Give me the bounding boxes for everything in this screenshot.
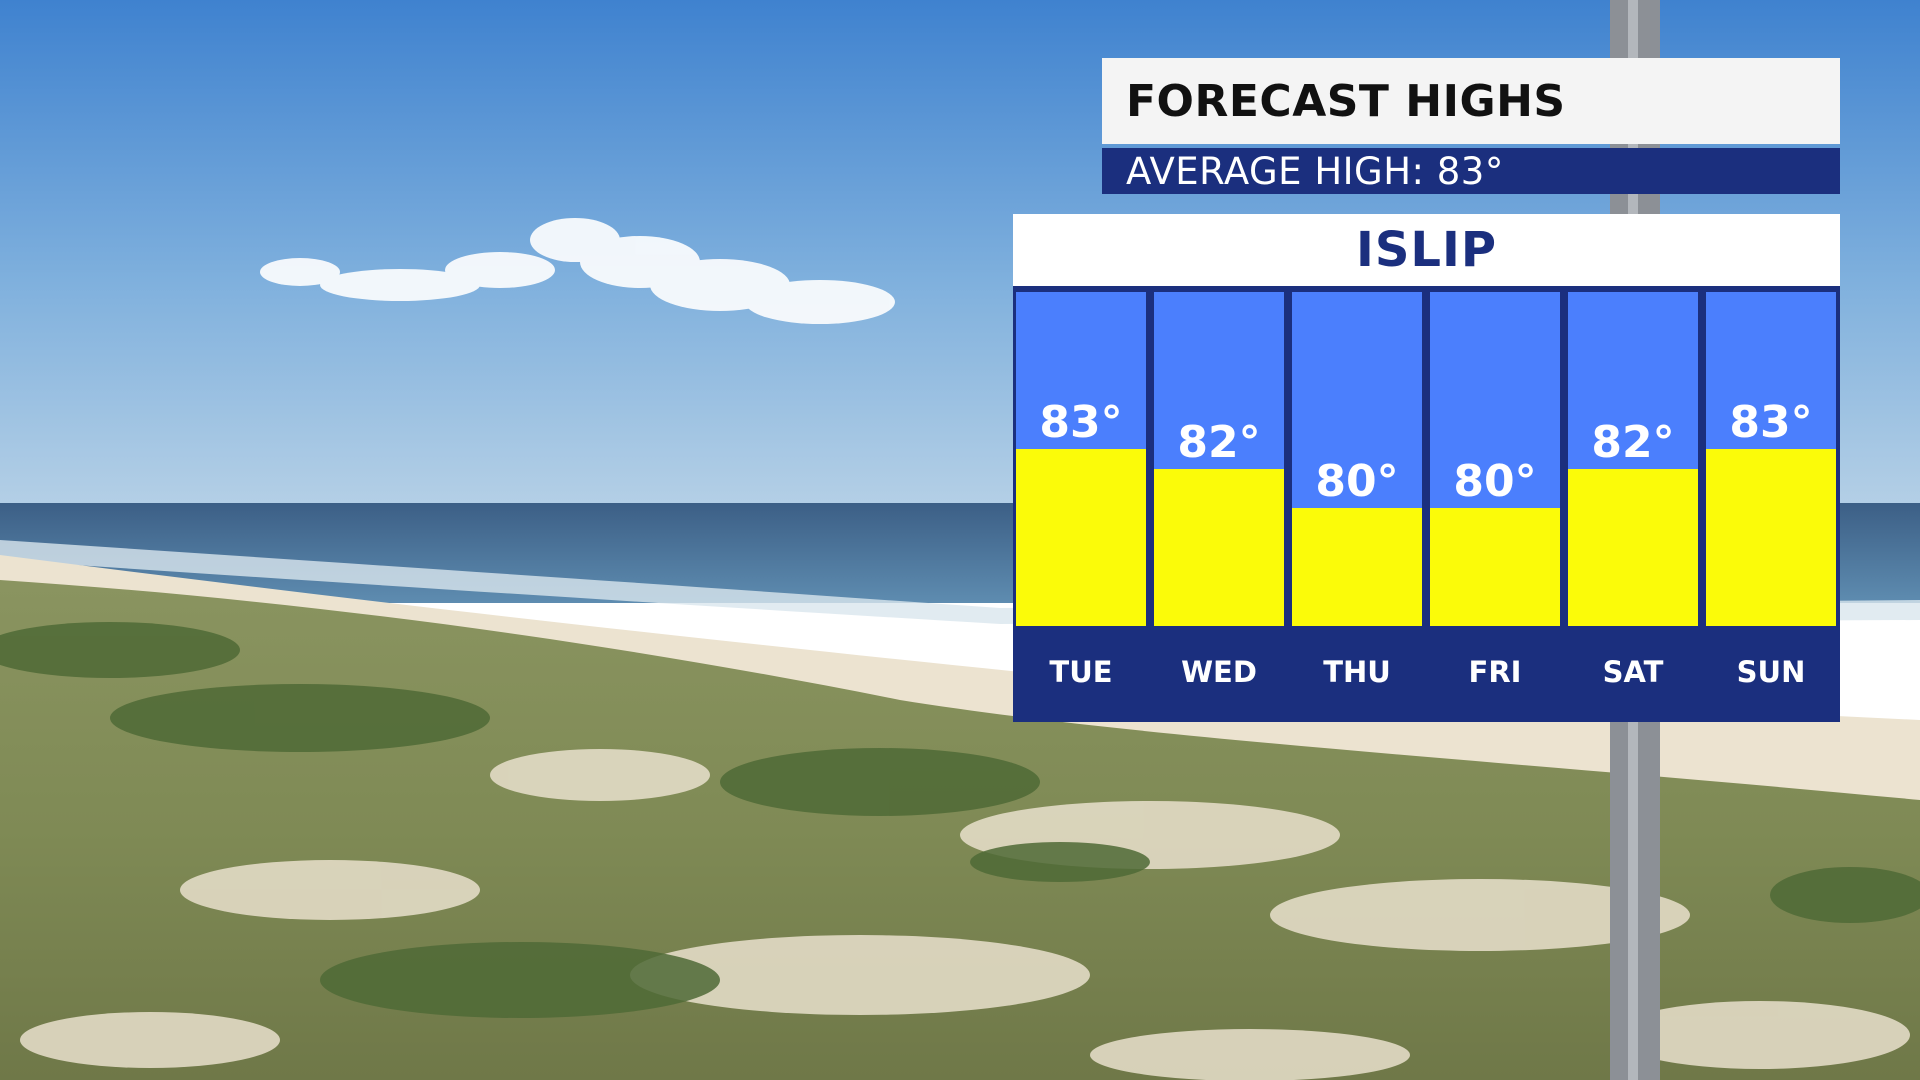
temperature-bar [1292, 508, 1422, 626]
temperature-label: 80° [1453, 456, 1537, 508]
day-label: SUN [1706, 626, 1836, 718]
day-label: SAT [1568, 626, 1698, 718]
temperature-label: 82° [1177, 416, 1261, 468]
temperature-label: 80° [1315, 456, 1399, 508]
forecast-column-fri: 80° FRI [1430, 292, 1560, 718]
temperature-label: 83° [1729, 397, 1813, 449]
temperature-label: 83° [1039, 397, 1123, 449]
forecast-highs-title: FORECAST HIGHS [1102, 58, 1840, 144]
forecast-column-wed: 82° WED [1154, 292, 1284, 718]
day-label: TUE [1016, 626, 1146, 718]
day-label: FRI [1430, 626, 1560, 718]
forecast-column-tue: 83° TUE [1016, 292, 1146, 718]
city-name: ISLIP [1013, 214, 1840, 286]
temperature-bar [1430, 508, 1560, 626]
temperature-bar [1154, 468, 1284, 626]
forecast-column-thu: 80° THU [1292, 292, 1422, 718]
forecast-columns: 83° TUE 82° WED 80° THU 80° FRI 82° SAT 83° SUN [1013, 214, 1840, 722]
forecast-chart-panel: ISLIP 83° TUE 82° WED 80° THU 80° FRI 82° SAT 83° S… [1013, 214, 1840, 722]
day-label: WED [1154, 626, 1284, 718]
average-high-label: AVERAGE HIGH: 83° [1102, 148, 1840, 194]
day-label: THU [1292, 626, 1422, 718]
temperature-bar [1706, 449, 1836, 626]
temperature-label: 82° [1591, 416, 1675, 468]
forecast-column-sun: 83° SUN [1706, 292, 1836, 718]
forecast-column-sat: 82° SAT [1568, 292, 1698, 718]
temperature-bar [1568, 468, 1698, 626]
temperature-bar [1016, 449, 1146, 626]
